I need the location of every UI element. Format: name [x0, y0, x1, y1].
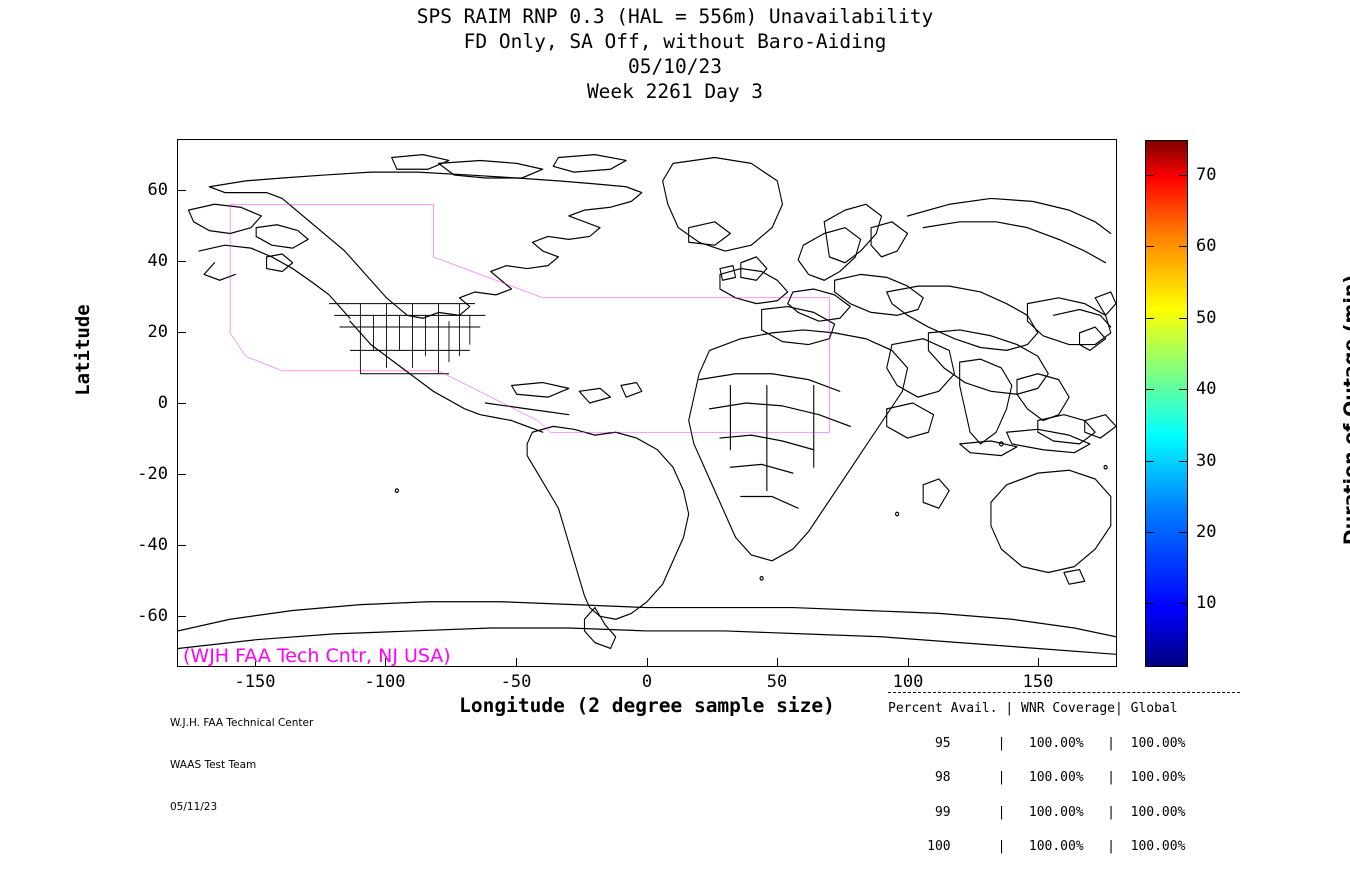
xtick-label-0: 0	[641, 672, 653, 692]
availability-stats-table: Percent Avail. | WNR Coverage| Global 95…	[888, 680, 1185, 876]
ytick-mark-m60	[177, 616, 186, 617]
stats-table-rule	[888, 692, 1240, 693]
map-plot-area	[177, 139, 1117, 667]
title-line-4-week: Week 2261 Day 3	[586, 80, 764, 103]
stats-row-100: 100 | 100.00% | 100.00%	[888, 839, 1186, 854]
ytick-mark-20	[177, 332, 186, 333]
chart-title-block: SPS RAIM RNP 0.3 (HAL = 556m) Unavailabi…	[0, 4, 1350, 104]
credit-line-2: WAAS Test Team	[170, 759, 257, 771]
figure-canvas: SPS RAIM RNP 0.3 (HAL = 556m) Unavailabi…	[0, 4, 1350, 853]
colorbar-tick-mark-60	[1146, 246, 1154, 247]
stats-row-98: 98 | 100.00% | 100.00%	[888, 770, 1186, 785]
title-line-3-date: 05/10/23	[628, 55, 722, 78]
y-axis-label: Latitude	[72, 304, 94, 396]
colorbar-tick-mark-70-right	[1179, 175, 1187, 176]
colorbar-label-70: 70	[1196, 165, 1217, 185]
xtick-label-100: 100	[892, 672, 924, 692]
colorbar	[1145, 140, 1188, 667]
colorbar-tick-mark-70	[1146, 175, 1154, 176]
xtick-mark-m50	[516, 658, 517, 667]
ytick-label-0: 0	[157, 393, 168, 413]
xtick-mark-100	[908, 658, 909, 667]
ytick-label-20: 20	[147, 322, 168, 342]
colorbar-axis-label: Duration of Outage (min)	[1340, 274, 1350, 546]
ytick-mark-m40	[177, 545, 186, 546]
ytick-label-40: 40	[147, 251, 168, 271]
xtick-label-m50: -50	[500, 672, 532, 692]
colorbar-tick-mark-20	[1146, 532, 1154, 533]
wnr-coverage-polygon	[230, 204, 829, 432]
ytick-label-m40: -40	[137, 535, 168, 555]
title-line-2: FD Only, SA Off, without Baro-Aiding	[463, 30, 887, 53]
ytick-label-m20: -20	[137, 464, 168, 484]
colorbar-tick-mark-40-right	[1179, 389, 1187, 390]
colorbar-tick-mark-50-right	[1179, 318, 1187, 319]
stats-table-header: Percent Avail. | WNR Coverage| Global	[888, 701, 1178, 716]
coastlines	[178, 153, 1116, 655]
xtick-label-m100: -100	[364, 672, 406, 692]
stats-row-99: 99 | 100.00% | 100.00%	[888, 804, 1186, 820]
world-map-svg	[178, 153, 1116, 655]
credit-line-1: W.J.H. FAA Technical Center	[170, 717, 314, 729]
colorbar-tick-mark-60-right	[1179, 246, 1187, 247]
colorbar-label-50: 50	[1196, 308, 1217, 328]
colorbar-label-20: 20	[1196, 522, 1217, 542]
colorbar-tick-mark-30	[1146, 461, 1154, 462]
xtick-mark-m150	[255, 658, 256, 667]
x-axis-label: Longitude (2 degree sample size)	[459, 694, 835, 717]
colorbar-label-40: 40	[1196, 379, 1217, 399]
colorbar-tick-mark-50	[1146, 318, 1154, 319]
ytick-label-60: 60	[147, 180, 168, 200]
ytick-label-m60: -60	[137, 606, 168, 626]
ytick-mark-60	[177, 190, 186, 191]
colorbar-tick-mark-10-right	[1179, 603, 1187, 604]
xtick-label-50: 50	[766, 672, 788, 692]
colorbar-label-10: 10	[1196, 593, 1217, 613]
colorbar-label-60: 60	[1196, 236, 1217, 256]
credit-line-3-date: 05/11/23	[170, 801, 218, 813]
credit-block: W.J.H. FAA Technical Center WAAS Test Te…	[170, 688, 313, 842]
colorbar-tick-mark-40	[1146, 389, 1154, 390]
colorbar-tick-mark-20-right	[1179, 532, 1187, 533]
colorbar-label-30: 30	[1196, 451, 1217, 471]
ytick-mark-0	[177, 403, 186, 404]
ytick-mark-40	[177, 261, 186, 262]
xtick-mark-m100	[385, 658, 386, 667]
title-line-1: SPS RAIM RNP 0.3 (HAL = 556m) Unavailabi…	[416, 5, 934, 28]
us-state-boundaries	[329, 303, 486, 375]
xtick-label-m150: -150	[234, 672, 276, 692]
xtick-mark-0	[647, 658, 648, 667]
stats-row-95: 95 | 100.00% | 100.00%	[888, 735, 1186, 751]
colorbar-tick-mark-30-right	[1179, 461, 1187, 462]
ytick-mark-m20	[177, 474, 186, 475]
colorbar-tick-mark-10	[1146, 603, 1154, 604]
xtick-label-150: 150	[1022, 672, 1054, 692]
watermark-text: (WJH FAA Tech Cntr, NJ USA)	[183, 645, 451, 667]
xtick-mark-50	[777, 658, 778, 667]
xtick-mark-150	[1038, 658, 1039, 667]
